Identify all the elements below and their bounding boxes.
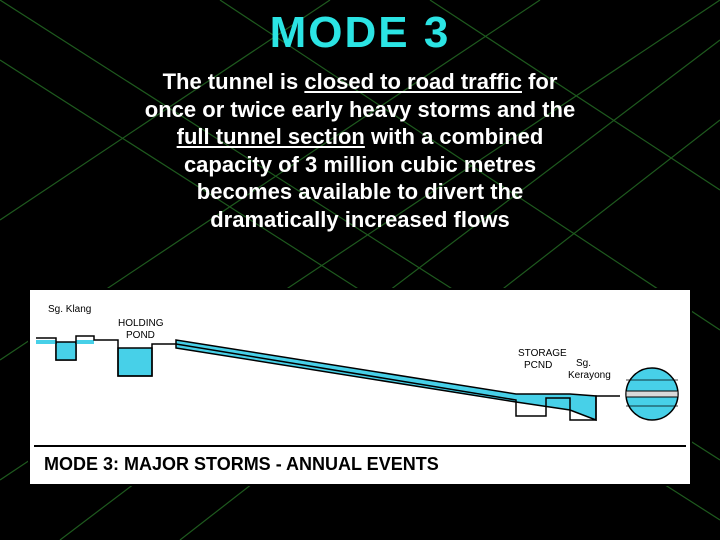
svg-text:STORAGE: STORAGE	[518, 348, 567, 359]
desc-line1c: for	[522, 69, 557, 94]
svg-text:POND: POND	[126, 330, 155, 341]
svg-text:Kerayong: Kerayong	[568, 370, 611, 381]
diagram-svg: Sg. Klang HOLDINGPOND STORAGEPCND Sg.Kerayo…	[30, 290, 690, 484]
svg-text:HOLDING: HOLDING	[118, 318, 164, 329]
desc-line6: dramatically increased flows	[210, 207, 510, 232]
svg-text:Sg. Klang: Sg. Klang	[48, 304, 91, 315]
svg-text:Sg.: Sg.	[576, 358, 591, 369]
slide-title: MODE 3	[40, 8, 680, 62]
desc-line3a: full tunnel section	[177, 124, 365, 149]
desc-line3b: with a combined	[365, 124, 543, 149]
svg-text:MODE 3: MAJOR STORMS - ANNUAL: MODE 3: MAJOR STORMS - ANNUAL EVENTS	[44, 454, 439, 474]
tunnel-diagram: Sg. Klang HOLDINGPOND STORAGEPCND Sg.Kerayo…	[28, 288, 692, 486]
slide-description: The tunnel is closed to road traffic for…	[40, 62, 680, 233]
svg-text:PCND: PCND	[524, 360, 552, 371]
desc-line1a: The tunnel is	[163, 69, 305, 94]
desc-line5: becomes available to divert the	[197, 179, 523, 204]
desc-line4: capacity of 3 million cubic metres	[184, 152, 536, 177]
desc-line1b: closed to road traffic	[304, 69, 522, 94]
desc-line2: once or twice early heavy storms and the	[145, 97, 575, 122]
